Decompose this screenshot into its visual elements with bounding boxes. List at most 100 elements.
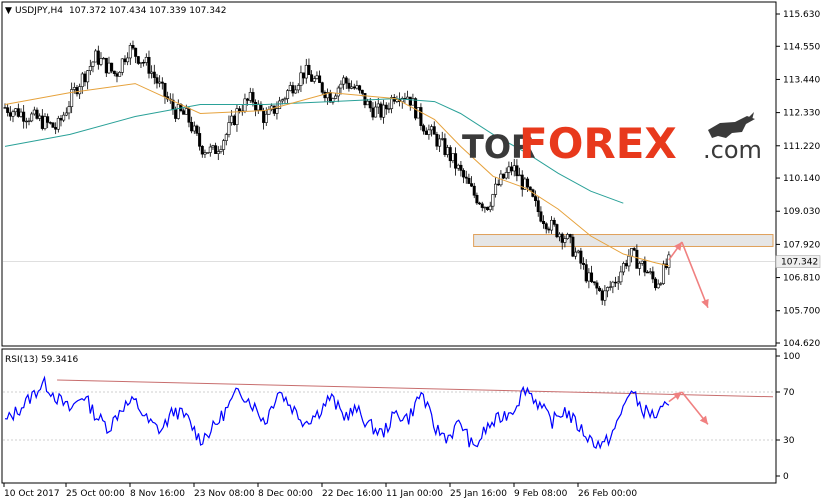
candle-body xyxy=(67,106,71,114)
candle-body xyxy=(70,89,74,107)
candle-body xyxy=(227,122,231,135)
candle-body xyxy=(251,92,255,103)
candle-body xyxy=(43,116,47,129)
candle-body xyxy=(456,164,460,169)
candle-body xyxy=(40,115,44,129)
candle-body xyxy=(299,72,303,86)
candle-body xyxy=(622,263,626,273)
candle-body xyxy=(462,170,466,178)
candle-body xyxy=(160,81,164,84)
candle-body xyxy=(262,110,266,123)
rsi-tick-label: 0 xyxy=(783,472,789,482)
rsi-grid xyxy=(3,391,775,441)
candle-body xyxy=(64,112,68,116)
rsi-axis: 100 70 30 0 xyxy=(776,352,800,482)
price-tick-label: 104.620 xyxy=(783,339,820,349)
candle-body xyxy=(512,165,516,172)
candle-body xyxy=(6,107,10,113)
candle-body xyxy=(627,255,631,267)
candle-body xyxy=(598,287,602,292)
time-tick-label: 10 Oct 2017 xyxy=(4,489,60,499)
candle-body xyxy=(35,109,39,119)
candle-body xyxy=(518,174,522,177)
candle-body xyxy=(616,281,620,284)
candle-body xyxy=(560,233,564,243)
rsi-label: RSI(13) 59.3416 xyxy=(5,355,78,365)
candle-body xyxy=(107,62,111,74)
candle-body xyxy=(603,290,607,301)
header-arrow-icon[interactable]: ▼ xyxy=(5,6,12,16)
candle-body xyxy=(638,263,642,269)
candle-body xyxy=(470,183,474,187)
time-tick-label: 11 Jan 00:00 xyxy=(386,489,443,499)
candle-body xyxy=(483,206,487,209)
candle-body xyxy=(134,47,138,57)
candle-body xyxy=(584,264,588,282)
candle-body xyxy=(472,185,476,196)
candle-body xyxy=(86,70,90,83)
candle-body xyxy=(48,122,52,124)
candle-body xyxy=(648,271,652,273)
price-arrow xyxy=(681,241,709,309)
candle-body xyxy=(59,117,63,121)
candle-body xyxy=(384,104,388,110)
candle-body xyxy=(419,107,423,126)
candle-body xyxy=(11,111,15,117)
candle-body xyxy=(659,283,663,285)
candle-body xyxy=(288,85,292,91)
candle-body xyxy=(96,50,100,65)
logo-forex: FOREX xyxy=(519,119,677,168)
candle-body xyxy=(211,145,215,148)
candle-body xyxy=(328,92,332,103)
candle-body xyxy=(408,96,412,106)
candle-body xyxy=(56,117,60,130)
candle-body xyxy=(155,77,159,84)
price-arrow-head xyxy=(673,241,682,251)
candle-body xyxy=(424,130,428,135)
candle-body xyxy=(504,172,508,179)
candle-body xyxy=(552,219,556,225)
rsi-tick-label: 100 xyxy=(783,352,800,362)
candle-body xyxy=(264,113,268,123)
candle-body xyxy=(491,194,495,207)
torforex-logo: TOR FOREX .com xyxy=(462,112,762,168)
candle-body xyxy=(112,70,116,74)
candle-body xyxy=(184,108,188,115)
candle-body xyxy=(467,177,471,184)
candle-body xyxy=(102,57,106,60)
candle-body xyxy=(488,205,492,211)
candle-body xyxy=(115,73,119,77)
candle-body xyxy=(286,90,290,99)
candle-body xyxy=(302,72,306,79)
candle-body xyxy=(336,87,340,97)
candle-body xyxy=(526,178,530,188)
candle-body xyxy=(190,121,194,132)
candle-body xyxy=(142,61,146,64)
logo-tor: TOR xyxy=(462,128,536,166)
candle-body xyxy=(606,287,610,292)
price-tick-label: 109.030 xyxy=(783,207,820,217)
candle-body xyxy=(88,66,92,71)
candle-body xyxy=(128,45,132,59)
candle-body xyxy=(3,107,7,109)
candle-body xyxy=(542,220,546,225)
candle-body xyxy=(379,103,383,118)
candle-body xyxy=(123,58,127,63)
candle-body xyxy=(592,281,596,284)
candle-body xyxy=(646,271,650,274)
candle-body xyxy=(51,122,55,128)
resistance-zone xyxy=(473,234,774,247)
candle-body xyxy=(582,262,586,265)
candle-body xyxy=(387,108,391,110)
candle-body xyxy=(475,194,479,204)
candle-body xyxy=(432,126,436,135)
candle-body xyxy=(99,58,103,65)
candle-body xyxy=(235,108,239,126)
candle-body xyxy=(614,281,618,284)
time-axis: 10 Oct 2017 25 Oct 00:00 8 Nov 16:00 23 Nov… xyxy=(3,483,637,499)
candle-body xyxy=(352,86,356,89)
candle-body xyxy=(342,77,346,85)
candle-body xyxy=(507,166,511,173)
candle-body xyxy=(182,110,186,115)
candle-body xyxy=(486,206,490,211)
